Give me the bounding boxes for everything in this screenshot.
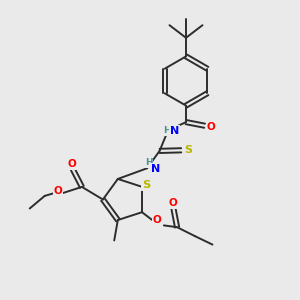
- Text: S: S: [184, 145, 192, 155]
- Text: O: O: [68, 159, 77, 169]
- Text: H: H: [145, 158, 152, 167]
- Text: H: H: [163, 126, 170, 135]
- Text: N: N: [151, 164, 160, 174]
- Text: O: O: [153, 215, 161, 225]
- Text: S: S: [142, 180, 151, 190]
- Text: N: N: [170, 125, 179, 136]
- Text: O: O: [207, 122, 216, 132]
- Text: O: O: [53, 186, 62, 197]
- Text: O: O: [169, 198, 177, 208]
